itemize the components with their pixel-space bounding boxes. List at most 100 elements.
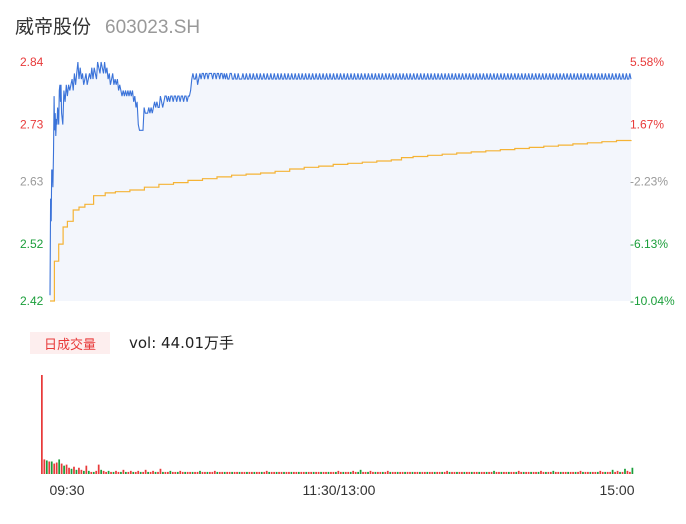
volume-bar bbox=[520, 471, 523, 474]
volume-bar bbox=[535, 471, 537, 474]
volume-bar bbox=[176, 471, 179, 474]
volume-bar bbox=[601, 471, 604, 474]
volume-bar bbox=[295, 471, 298, 474]
volume-bar bbox=[70, 468, 73, 474]
volume-bar bbox=[458, 471, 461, 474]
volume-bar bbox=[552, 470, 555, 474]
volume-bar bbox=[110, 471, 112, 474]
volume-bar bbox=[626, 470, 629, 474]
volume-bar bbox=[137, 470, 140, 474]
price-line-layer bbox=[49, 61, 632, 296]
volume-bar bbox=[189, 471, 191, 474]
volume-bar bbox=[327, 471, 330, 474]
volume-bar bbox=[265, 470, 268, 474]
volume-bar bbox=[233, 471, 236, 474]
x-tick-layer: 09:30 11:30/13:00 15:00 bbox=[49, 482, 634, 498]
volume-bar bbox=[545, 471, 547, 474]
price-area bbox=[50, 62, 631, 301]
volume-bar bbox=[134, 471, 137, 474]
volume-bar bbox=[404, 471, 406, 474]
y-tick-price: 2.84 bbox=[20, 55, 44, 69]
volume-bar bbox=[243, 471, 246, 474]
volume-bar bbox=[629, 471, 631, 474]
volume-bar bbox=[260, 471, 263, 474]
volume-bar bbox=[409, 471, 411, 474]
volume-bar bbox=[87, 470, 90, 474]
volume-bar bbox=[391, 471, 394, 474]
volume-bar bbox=[167, 471, 169, 474]
volume-bar bbox=[498, 471, 500, 474]
y-tick-percent: -2.23% bbox=[630, 175, 668, 189]
y-tick-price: 2.73 bbox=[20, 118, 44, 132]
volume-bar bbox=[107, 470, 110, 474]
volume-bar bbox=[426, 471, 429, 474]
volume-bar bbox=[248, 471, 251, 474]
volume-bar bbox=[587, 471, 589, 474]
volume-bar bbox=[41, 375, 43, 474]
volume-bar bbox=[384, 471, 387, 474]
volume-bar bbox=[577, 471, 579, 474]
volume-bar bbox=[419, 471, 421, 474]
volume-bar bbox=[480, 471, 483, 474]
volume-bar bbox=[53, 463, 56, 474]
volume-bar bbox=[159, 468, 162, 474]
volume-bar bbox=[423, 471, 426, 474]
stock-code: 603023.SH bbox=[105, 17, 201, 38]
volume-bar bbox=[258, 471, 261, 474]
volume-bar bbox=[312, 471, 315, 474]
volume-bar bbox=[78, 467, 80, 474]
volume-bar bbox=[157, 471, 159, 474]
volume-bar bbox=[213, 470, 216, 474]
volume-bar bbox=[236, 471, 238, 474]
volume-bar bbox=[362, 471, 364, 474]
volume-bar bbox=[557, 471, 560, 474]
volume-bar bbox=[621, 471, 624, 474]
volume-bar bbox=[65, 464, 68, 474]
volume-bar bbox=[270, 471, 273, 474]
volume-bar bbox=[379, 471, 382, 474]
volume-bar bbox=[201, 471, 204, 474]
volume-bar bbox=[58, 459, 61, 474]
volume-bar bbox=[310, 471, 313, 474]
volume-bar bbox=[475, 471, 478, 474]
volume-bar bbox=[162, 471, 164, 474]
volume-bar bbox=[451, 471, 453, 474]
volume-bar bbox=[288, 471, 290, 474]
volume-bar bbox=[342, 471, 345, 474]
volume-bar bbox=[505, 471, 508, 474]
volume-bar bbox=[606, 471, 609, 474]
volume-bar bbox=[129, 470, 132, 474]
volume-bar bbox=[142, 471, 145, 474]
volume-badge[interactable]: 日成交量 bbox=[30, 332, 110, 354]
volume-bar bbox=[367, 471, 369, 474]
volume-bar bbox=[592, 471, 594, 474]
avg-line-layer bbox=[50, 139, 632, 302]
volume-bar bbox=[540, 470, 542, 474]
volume-bar bbox=[181, 471, 184, 474]
volume-bar bbox=[337, 470, 340, 474]
volume-bar bbox=[631, 467, 634, 474]
volume-bar bbox=[300, 471, 303, 474]
y-tick-price: 2.42 bbox=[20, 294, 44, 308]
volume-bar bbox=[512, 471, 515, 474]
volume-bar bbox=[572, 471, 574, 474]
volume-bar bbox=[317, 471, 320, 474]
volume-bar bbox=[349, 471, 352, 474]
volume-bar bbox=[488, 471, 490, 474]
volume-bar bbox=[231, 471, 233, 474]
volume-bar bbox=[73, 466, 75, 474]
volume-bar bbox=[216, 471, 219, 474]
volume-bar bbox=[68, 467, 70, 474]
volume-bar bbox=[406, 471, 409, 474]
volume-bar bbox=[500, 471, 503, 474]
volume-bar bbox=[530, 471, 532, 474]
volume-bar bbox=[396, 471, 399, 474]
volume-bar bbox=[285, 471, 288, 474]
volume-bar bbox=[246, 471, 248, 474]
volume-bar bbox=[171, 471, 174, 474]
volume-bar bbox=[95, 470, 98, 474]
volume-bar bbox=[251, 471, 253, 474]
volume-bar bbox=[307, 471, 310, 474]
volume-bar bbox=[381, 471, 384, 474]
volume-bar bbox=[616, 470, 619, 474]
